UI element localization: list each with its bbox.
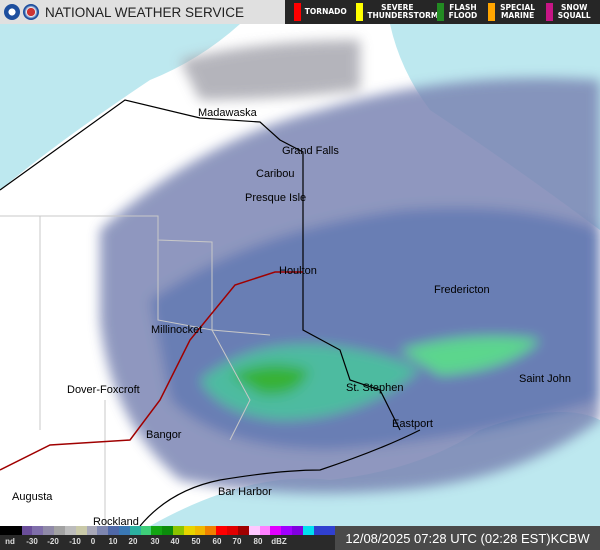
timestamp: 12/08/2025 07:28 UTC (02:28 EST) KCBW [335,526,600,550]
warning-swatch [436,3,444,21]
scale-swatch [32,526,44,535]
warning-special-marine: SPECIAL MARINE [487,3,537,21]
scale-swatch [183,526,195,535]
scale-tick-label: nd [5,537,15,546]
scale-swatch [216,526,228,535]
city-label: Saint John [519,373,571,385]
scale-tick-label: -10 [69,537,81,546]
scale-swatch [108,526,119,535]
scale-tick-label: 30 [150,537,160,546]
scale-swatch [270,526,282,535]
city-label: Bangor [146,429,182,441]
scale-swatch [302,526,314,535]
city-label: Grand Falls [282,145,339,157]
coastline [139,429,421,527]
scale-swatch [281,526,292,535]
city-label: St. Stephen [346,382,404,394]
scale-swatch [324,526,336,535]
site-title: NATIONAL WEATHER SERVICE [45,4,245,20]
scale-swatch [97,526,109,535]
scale-tick-label: -20 [47,537,59,546]
city-label: Bar Harbor [218,486,272,498]
scale-swatch [237,526,249,535]
scale-swatch [10,526,22,535]
scale-tick-label: 0 [90,537,96,546]
scale-tick-label: 20 [128,537,138,546]
city-label: Augusta [12,491,53,503]
station-id: KCBW [550,530,590,546]
scale-swatch [129,526,141,535]
footer: nd -30 -20 -10 0 10 20 30 40 50 60 70 80 dBZ 12/08/20… [0,526,600,550]
city-label: Millinocket [151,324,203,336]
city-label: Dover-Foxcroft [67,384,140,396]
scale-swatch [43,526,55,535]
warning-swatch [293,3,301,21]
city-label: Presque Isle [245,192,307,204]
scale-swatch [64,526,76,535]
warning-legend: TORNADO SEVERE THUNDERSTORM FLASH FLOOD … [285,0,600,24]
scale-tick-label: -30 [26,537,38,546]
warning-swatch [356,3,364,21]
scale-swatch [173,526,184,535]
scale-tick-label: 40 [170,537,180,546]
scale-tick-label: 50 [191,537,201,546]
scale-swatch [118,526,130,535]
city-label: Rockland [93,516,139,528]
scale-tick-label: 70 [232,537,242,546]
warning-flash-flood: FLASH FLOOD [436,3,478,21]
warning-swatch [546,3,554,21]
scale-swatch [86,526,98,535]
scale-swatch [162,526,173,535]
header: NATIONAL WEATHER SERVICE TORNADO SEVERE … [0,0,600,24]
state-border [0,99,401,431]
city-label: Madawaska [198,107,257,119]
scale-swatch [194,526,206,535]
scale-swatch [313,526,325,535]
dbz-color-scale: nd -30 -20 -10 0 10 20 30 40 50 60 70 80 dBZ [0,526,336,550]
scale-swatch [54,526,65,535]
water-northwest [0,24,240,190]
scale-tick-label: 60 [212,537,222,546]
noaa-logo [4,4,20,20]
highway [0,271,303,471]
scale-swatch [75,526,87,535]
warning-tornado: TORNADO [293,3,347,21]
scale-swatch [291,526,303,535]
city-label: Eastport [392,418,433,430]
county-lines [0,215,271,526]
nws-logo [23,4,39,20]
radar-echoes [100,40,600,494]
scale-tick-label: 80 [253,537,263,546]
city-label: Houlton [279,265,317,277]
warning-severe-thunderstorm: SEVERE THUNDERSTORM [356,3,438,21]
scale-tick-label: 10 [108,537,118,546]
scale-swatch [140,526,152,535]
warning-snow-squall: SNOW SQUALL [546,3,591,21]
scale-swatch [0,526,11,535]
scale-swatch [21,526,33,535]
city-label: Caribou [256,168,295,180]
scale-swatch [227,526,238,535]
scale-swatch [205,526,217,535]
scale-swatch [259,526,271,535]
city-label: Fredericton [434,284,490,296]
scale-swatch [248,526,260,535]
warning-swatch [487,3,495,21]
scale-swatch [151,526,163,535]
scale-tick-label: dBZ [271,537,287,546]
